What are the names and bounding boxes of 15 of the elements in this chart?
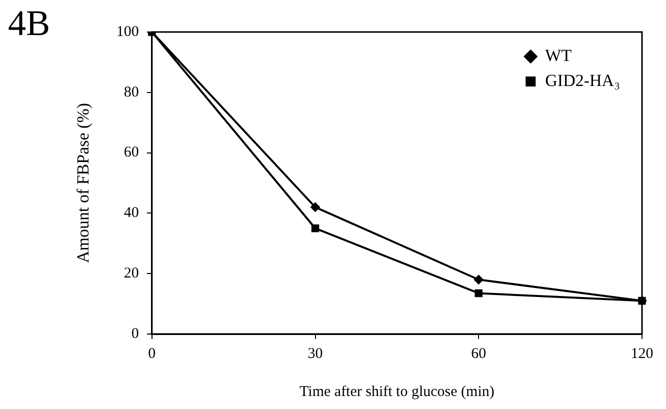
- y-tick-label: 20: [124, 266, 139, 282]
- x-tick-label: 0: [148, 346, 156, 362]
- x-axis-title: Time after shift to glucose (min): [300, 384, 494, 400]
- y-axis-title: Amount of FBPase (%): [74, 102, 93, 264]
- text: 4B: [8, 2, 50, 44]
- legend-label: GID2-HA₃: [545, 70, 620, 90]
- y-tick-label: 40: [124, 205, 139, 222]
- y-tick-label: 100: [116, 24, 139, 40]
- legend-label: WT: [545, 46, 572, 65]
- x-tick-label: 60: [471, 346, 486, 362]
- y-tick-label: 60: [124, 144, 139, 161]
- x-tick-label: 30: [308, 346, 323, 362]
- y-tick-label: 0: [131, 326, 139, 342]
- x-tick-label: 120: [630, 346, 654, 362]
- y-tick-label: 80: [124, 84, 139, 100]
